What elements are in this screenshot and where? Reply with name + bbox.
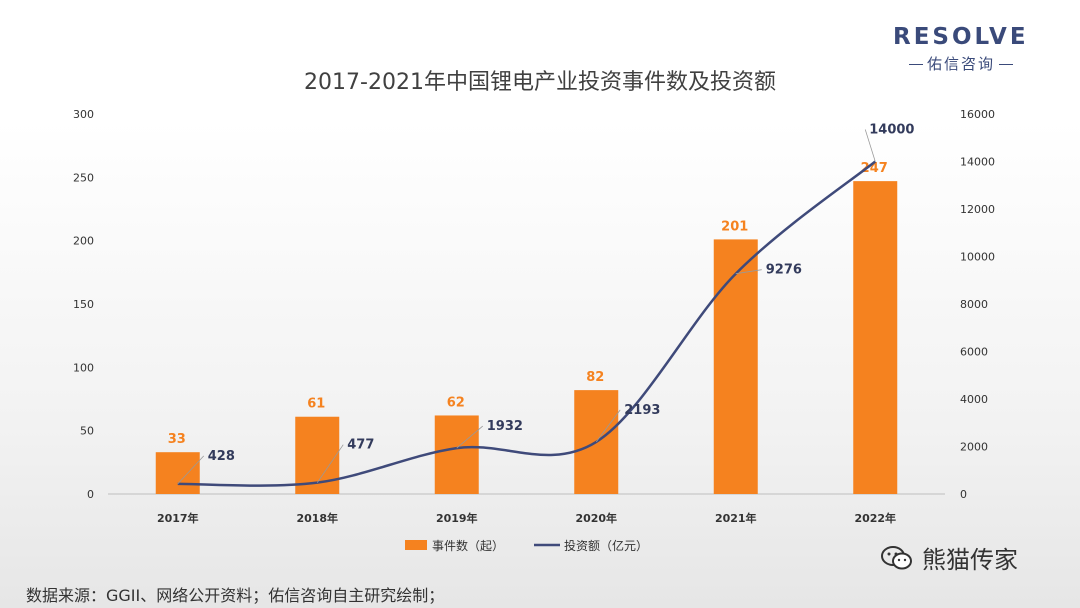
line-value-label: 428 bbox=[208, 449, 235, 464]
line-label-leader bbox=[177, 455, 205, 485]
y-right-tick-label: 16000 bbox=[960, 108, 995, 121]
line-value-label: 1932 bbox=[487, 419, 523, 434]
logo-subtitle-row: 佑信咨询 bbox=[905, 53, 1017, 74]
bar-value-label: 82 bbox=[586, 370, 604, 385]
legend-bar-label: 事件数（起） bbox=[432, 538, 504, 553]
logo-brand: RESOLVE bbox=[893, 24, 1029, 50]
y-right-tick-label: 4000 bbox=[960, 393, 988, 406]
y-left-tick-label: 150 bbox=[73, 298, 94, 311]
bar-value-label: 247 bbox=[861, 161, 888, 176]
y-right-tick-label: 10000 bbox=[960, 251, 995, 264]
y-left-tick-label: 0 bbox=[87, 488, 94, 501]
y-left-tick-label: 200 bbox=[73, 235, 94, 248]
bar-value-label: 61 bbox=[307, 397, 325, 412]
line-label-leader bbox=[735, 269, 762, 275]
x-tick-label: 2021年 bbox=[715, 511, 757, 525]
resolve-logo: RESOLVE 佑信咨询 bbox=[893, 24, 1033, 74]
watermark: 熊猫传家 bbox=[880, 540, 1018, 575]
bar-value-label: 201 bbox=[721, 219, 748, 234]
line-value-label: 2193 bbox=[624, 403, 660, 418]
y-right-tick-label: 2000 bbox=[960, 441, 988, 454]
bar bbox=[155, 452, 200, 494]
chart-title: 2017-2021年中国锂电产业投资事件数及投资额 bbox=[304, 70, 776, 95]
bar-value-label: 62 bbox=[447, 395, 465, 410]
x-tick-label: 2020年 bbox=[575, 511, 617, 525]
line-value-label: 14000 bbox=[869, 123, 914, 138]
bar-value-label: 33 bbox=[168, 432, 186, 447]
bar bbox=[434, 415, 479, 494]
y-left-tick-label: 50 bbox=[80, 425, 94, 438]
y-right-tick-label: 12000 bbox=[960, 203, 995, 216]
line-label-leader bbox=[456, 425, 484, 449]
watermark-label: 熊猫传家 bbox=[922, 546, 1018, 574]
wechat-icon bbox=[881, 545, 912, 569]
y-left-tick-label: 100 bbox=[73, 361, 94, 374]
line-label-leader bbox=[864, 129, 876, 162]
bar bbox=[853, 181, 898, 494]
y-right-tick-label: 0 bbox=[960, 488, 967, 501]
x-tick-label: 2022年 bbox=[854, 511, 896, 525]
line-value-label: 9276 bbox=[766, 263, 802, 278]
legend-line-label: 投资额（亿元） bbox=[564, 538, 648, 553]
line-value-label: 477 bbox=[347, 438, 374, 453]
line-label-leader bbox=[595, 409, 621, 443]
investment-line bbox=[177, 160, 877, 487]
x-tick-label: 2017年 bbox=[157, 511, 199, 525]
y-left-tick-label: 250 bbox=[73, 171, 94, 184]
bar bbox=[713, 239, 758, 494]
legend-bar-swatch bbox=[405, 540, 427, 550]
x-tick-label: 2018年 bbox=[296, 511, 338, 525]
x-tick-label: 2019年 bbox=[436, 511, 478, 525]
y-right-tick-label: 8000 bbox=[960, 298, 988, 311]
source-note: 数据来源：GGII、网络公开资料；佑信咨询自主研究绘制； bbox=[26, 586, 445, 605]
line-label-leader bbox=[316, 444, 344, 483]
y-left-tick-label: 300 bbox=[73, 108, 94, 121]
logo-subtitle: 佑信咨询 bbox=[927, 55, 996, 73]
y-right-tick-label: 14000 bbox=[960, 156, 995, 169]
y-right-tick-label: 6000 bbox=[960, 346, 988, 359]
